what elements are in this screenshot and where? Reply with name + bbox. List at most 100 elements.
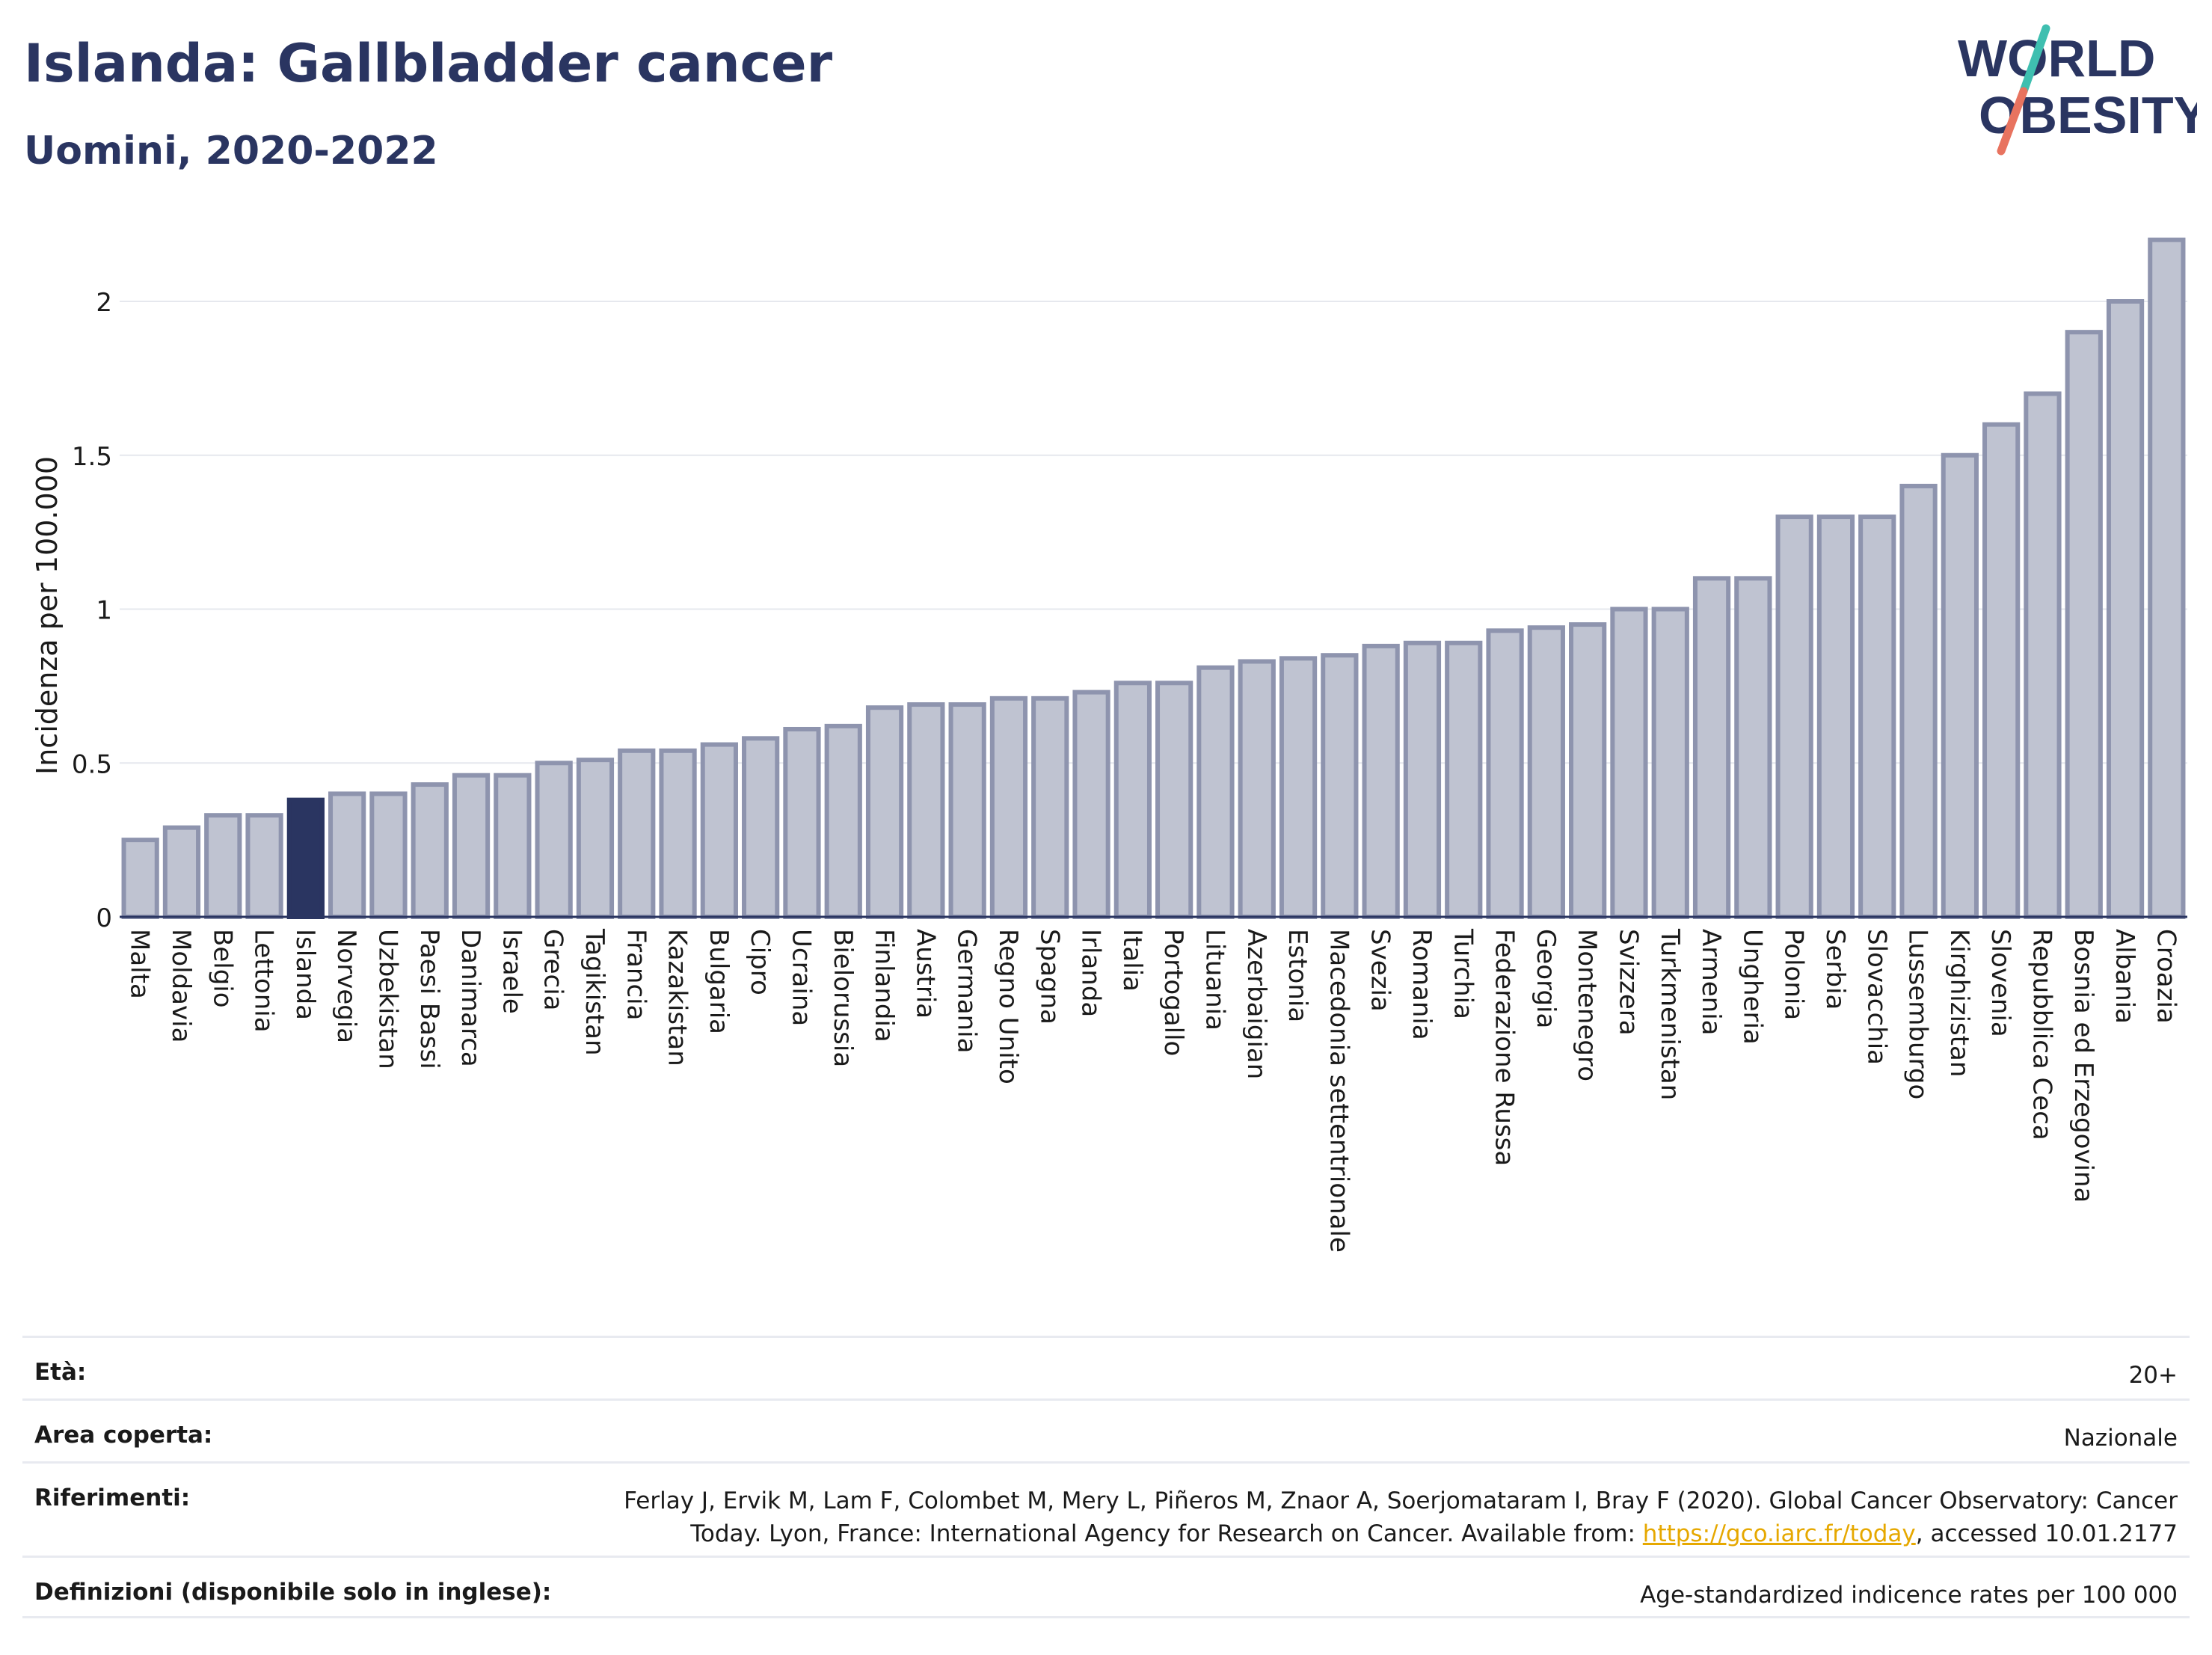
references-text-1: Ferlay J, Ervik M, Lam F, Colombet M, Me… <box>624 1487 2178 1514</box>
bar <box>783 726 821 919</box>
bar <box>1610 607 1648 919</box>
x-tick-label: Svizzera <box>1613 929 1643 1036</box>
bars <box>121 237 2186 920</box>
chart-subtitle: Uomini, 2020-2022 <box>24 129 438 174</box>
metadata-table: Età: 20+ Area coperta: Nazionale Riferim… <box>22 1336 2190 1618</box>
x-tick-label: Lettonia <box>249 929 279 1033</box>
bar <box>948 702 986 919</box>
x-tick-label: Slovacchia <box>1861 929 1891 1065</box>
meta-row-definitions: Definizioni (disponibile solo in inglese… <box>22 1556 2190 1618</box>
bar <box>659 748 697 919</box>
bar <box>1362 643 1400 919</box>
references-text-2: Today. Lyon, France: International Agenc… <box>690 1520 1643 1547</box>
bar <box>121 838 159 919</box>
x-tick-label: Germania <box>952 929 982 1053</box>
x-tick-label: Bulgaria <box>704 929 734 1034</box>
bar <box>576 758 615 920</box>
references-value: Ferlay J, Ervik M, Lam F, Colombet M, Me… <box>624 1484 2178 1550</box>
chart-title: Islanda: Gallbladder cancer <box>24 33 833 94</box>
bar <box>700 742 738 919</box>
definitions-value: Age-standardized indicence rates per 100… <box>1640 1582 2178 1609</box>
x-tick-label: Georgia <box>1531 929 1561 1028</box>
bar <box>1196 665 1235 919</box>
x-tick-label: Kazakistan <box>663 929 692 1066</box>
definitions-label: Definizioni (disponibile solo in inglese… <box>34 1579 552 1606</box>
bar <box>1651 607 1689 919</box>
y-axis-label: Incidenza per 100.000 <box>31 456 64 775</box>
x-tick-label: Uzbekistan <box>372 929 402 1069</box>
bar <box>1279 656 1318 920</box>
bar <box>245 813 283 919</box>
bar <box>1238 659 1276 920</box>
area-label: Area coperta: <box>34 1422 213 1449</box>
bar <box>1031 696 1069 920</box>
bar <box>204 813 242 919</box>
bar <box>2065 330 2103 919</box>
bar-highlighted <box>286 797 325 919</box>
bar <box>1113 681 1152 919</box>
x-tick-label: Israele <box>497 929 526 1014</box>
bar <box>1569 622 1607 919</box>
bar <box>1321 653 1359 919</box>
bar <box>1899 483 1938 919</box>
bar <box>1775 515 1813 919</box>
x-tick-label: Turkmenistan <box>1655 928 1685 1100</box>
x-tick-label: Regno Unito <box>993 929 1023 1084</box>
x-tick-label: Croazia <box>2151 929 2181 1024</box>
bar <box>411 782 449 920</box>
x-tick-label: Irlanda <box>1076 929 1106 1017</box>
bar <box>535 761 573 919</box>
bar <box>1692 576 1731 919</box>
age-label: Età: <box>34 1359 87 1386</box>
bar <box>2106 299 2145 919</box>
bar <box>494 773 532 919</box>
logo-slash-coral <box>1997 87 2028 156</box>
x-tick-label: Paesi Bassi <box>414 929 444 1069</box>
x-tick-label: Slovenia <box>1985 929 2015 1037</box>
logo-word-world: WORLD <box>1958 29 2155 87</box>
x-tick-label: Tagikistan <box>580 928 609 1056</box>
y-tick-label: 0.5 <box>72 749 112 779</box>
x-tick-label: Romania <box>1407 929 1437 1040</box>
bar <box>1486 628 1524 919</box>
y-tick-label: 2 <box>96 288 112 318</box>
references-text-3: , accessed 10.01.2177 <box>1915 1520 2178 1547</box>
x-tick-label: Bielorussia <box>828 929 858 1067</box>
x-tick-label: Svezia <box>1365 929 1395 1012</box>
x-tick-label: Lituania <box>1199 929 1229 1031</box>
x-tick-label: Kirghizistan <box>1944 929 1974 1077</box>
x-tick-label: Armenia <box>1696 929 1726 1036</box>
x-tick-label: Bosnia ed Erzegovina <box>2068 929 2098 1203</box>
x-tick-label: Albania <box>2110 929 2139 1024</box>
bar <box>2148 237 2186 919</box>
x-tick-label: Italia <box>1117 929 1147 992</box>
x-tick-label: Polonia <box>1779 929 1809 1020</box>
bar <box>1403 640 1442 919</box>
references-label: Riferimenti: <box>34 1484 191 1511</box>
bar <box>1816 515 1855 919</box>
references-link[interactable]: https://gco.iarc.fr/today <box>1642 1520 1916 1547</box>
x-tick-label: Danimarca <box>455 929 485 1067</box>
meta-row-age: Età: 20+ <box>22 1336 2190 1398</box>
area-value: Nazionale <box>2063 1425 2178 1452</box>
bar <box>162 825 201 920</box>
age-value: 20+ <box>2128 1362 2178 1389</box>
bar-chart: 0 0.5 1 1.5 2 Malta Moldavia Belgio Lettonia Isl… <box>31 237 2187 1253</box>
meta-row-references: Riferimenti: Ferlay J, Ervik M, Lam F, C… <box>22 1461 2190 1556</box>
bar <box>1445 640 1483 919</box>
y-tick-label: 1.5 <box>72 442 112 472</box>
x-tick-label: Grecia <box>538 929 568 1010</box>
logo-slash-teal <box>2019 24 2050 96</box>
x-tick-label: Portogallo <box>1158 929 1188 1056</box>
bar <box>865 705 904 919</box>
bar <box>328 791 366 920</box>
x-tick-label: Spagna <box>1034 929 1064 1025</box>
bar <box>1982 422 2021 919</box>
bar <box>742 736 780 920</box>
y-tick-labels: 0 0.5 1 1.5 2 <box>72 288 112 933</box>
x-tick-label: Norvegia <box>331 929 361 1043</box>
x-tick-label: Finlandia <box>869 929 899 1043</box>
y-tick-label: 0 <box>96 903 112 933</box>
bar <box>452 773 491 919</box>
meta-row-area: Area coperta: Nazionale <box>22 1398 2190 1461</box>
